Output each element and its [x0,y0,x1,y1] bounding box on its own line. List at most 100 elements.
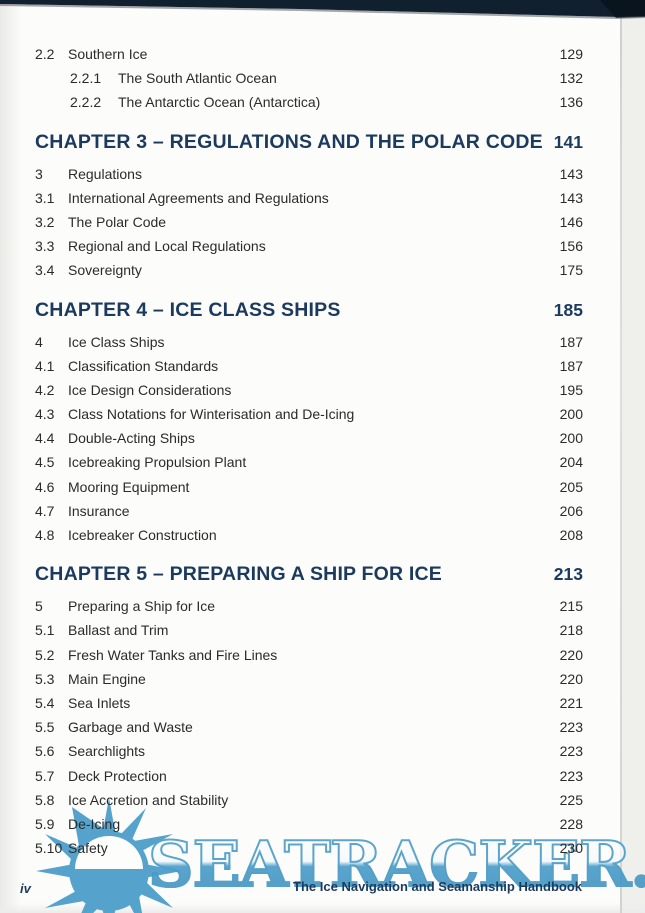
toc-entry: 2.2.2 The Antarctic Ocean (Antarctica) 1… [35,90,583,114]
toc-entry: CHAPTER 4 – ICE CLASS SHIPS 185 [35,295,583,325]
toc-entry-number: 5.6 [35,743,55,760]
toc-entry-number: 5 [35,598,43,615]
toc-entry: 4.8 Icebreaker Construction 208 [35,523,583,547]
toc-entry-number: 2.2.2 [70,94,102,111]
toc-entry-number: 5.1 [35,622,55,639]
toc-entry-page: 223 [559,767,583,784]
toc-entry-title: The Polar Code [68,213,167,230]
toc-entry: CHAPTER 3 – REGULATIONS AND THE POLAR CO… [35,127,583,157]
toc-entry-number: 5.5 [35,719,55,736]
toc-entry-number: 3.3 [35,238,55,255]
toc-entry-page: 136 [559,94,583,111]
toc-entry-title: Ice Accretion and Stability [68,791,229,808]
toc-entry-number: 4.6 [35,478,55,495]
toc-entry-number: 5.4 [35,694,55,711]
toc-entry-title: Safety [68,840,108,857]
toc-entry-page: 215 [559,598,583,615]
toc-entry: 4.3 Class Notations for Winterisation an… [35,402,583,426]
toc-entry-number: 4.3 [35,406,55,423]
toc-entry-number: 3 [35,165,43,182]
toc-entry-title: Deck Protection [68,767,167,784]
toc-entry-number: 5.2 [35,646,55,663]
toc-entry-page: 156 [559,238,583,255]
toc-entry-page: 220 [559,646,583,663]
toc-entry-title: Insurance [68,502,130,519]
toc-entry-page: 208 [559,527,583,543]
toc-entry-title: Sea Inlets [68,694,131,711]
toc-entry-number: 3.4 [35,262,55,279]
toc-entry-number: 5.10 [35,840,63,857]
toc-entry-title: Classification Standards [68,357,219,374]
toc-entry: 5.3 Main Engine 220 [35,667,583,691]
toc-entry: 3.3 Regional and Local Regulations 156 [35,234,583,258]
toc-entry-page: 187 [559,333,583,350]
toc-entry: 5.9 De-Icing 228 [35,812,583,836]
toc-entry-page: 175 [559,262,583,279]
toc-entry: 4.7 Insurance 206 [35,499,583,523]
toc-entry-page: 223 [559,719,583,736]
toc-entry: 5.4 Sea Inlets 221 [35,691,583,715]
toc-entry-page: 206 [559,502,583,519]
toc-entry: 2.2.1 The South Atlantic Ocean 132 [35,66,583,90]
toc-entry-title: The Antarctic Ocean (Antarctica) [118,94,321,111]
toc-entry-title: Regional and Local Regulations [68,238,266,255]
toc-entry-title: CHAPTER 3 – REGULATIONS AND THE POLAR CO… [35,130,543,153]
toc-entry-title: Sovereignty [68,262,142,279]
toc-entry: 4.1 Classification Standards 187 [35,354,583,378]
toc-entry-page: 141 [553,131,583,152]
toc-entry-number: 5.9 [35,815,55,832]
toc-entry-page: 213 [553,564,583,585]
toc-entry-title: CHAPTER 5 – PREPARING A SHIP FOR ICE [35,563,443,586]
toc-entry-title: Mooring Equipment [68,478,190,495]
toc-entry-title: Fresh Water Tanks and Fire Lines [68,646,278,663]
toc-entry-page: 223 [559,743,583,760]
toc-entry-page: 220 [559,670,583,687]
toc-entry: CHAPTER 5 – PREPARING A SHIP FOR ICE 213 [35,559,583,589]
toc-entry-number: 4.2 [35,381,55,398]
toc-entry: 3.1 International Agreements and Regulat… [35,186,583,210]
toc-entry-number: 4.1 [35,357,55,374]
toc-entry-title: International Agreements and Regulations [68,189,329,206]
toc-entry-page: 143 [559,189,583,206]
toc-entry: 3.2 The Polar Code 146 [35,210,583,234]
toc-entry-title: Icebreaker Construction [68,527,217,543]
toc-entry: 4.6 Mooring Equipment 205 [35,475,583,499]
page-right-edge [621,0,645,913]
toc-entry: 5.1 Ballast and Trim 218 [35,618,583,642]
toc-entry: 4.2 Ice Design Considerations 195 [35,378,583,402]
toc-entry: 5.8 Ice Accretion and Stability 225 [35,788,583,812]
toc-entry: 4 Ice Class Ships 187 [35,330,583,354]
toc-entry-page: 129 [559,46,583,62]
toc-entry: 5.2 Fresh Water Tanks and Fire Lines 220 [35,643,583,667]
toc-entry-number: 3.1 [35,189,55,206]
toc-entry-page: 185 [553,299,583,320]
toc-entry-page: 132 [559,70,583,87]
toc-entry: 4.5 Icebreaking Propulsion Plant 204 [35,450,583,474]
toc-entry-number: 4.5 [35,454,55,471]
toc-entry-number: 5.8 [35,791,55,808]
toc-entry-title: Ice Class Ships [68,333,165,350]
toc-entry-page: 225 [559,791,583,808]
toc-entry-title: Searchlights [68,743,146,760]
toc-entry-title: Ice Design Considerations [68,381,232,398]
toc-entry-number: 4.8 [35,527,55,543]
toc-entry-page: 146 [559,213,583,230]
toc-entry-number: 4.7 [35,502,55,519]
toc-entry-title: Ballast and Trim [68,622,169,639]
toc-entry-page: 221 [559,694,583,711]
toc-entry-number: 4 [35,333,43,350]
toc-entry-title: Regulations [68,165,142,182]
toc-entry-title: CHAPTER 4 – ICE CLASS SHIPS [35,298,341,321]
toc-entry: 2.2 Southern Ice 129 [35,42,583,66]
toc-entry-number: 4.4 [35,430,55,447]
toc-entry: 5 Preparing a Ship for Ice 215 [35,594,583,618]
toc-entry-number: 5.7 [35,767,55,784]
toc-entry-title: The South Atlantic Ocean [118,70,277,87]
toc-entry-page: 204 [559,454,583,471]
toc-entry-page: 143 [559,165,583,182]
toc-entry-page: 187 [559,357,583,374]
footer-book-title: The Ice Navigation and Seamanship Handbo… [293,879,582,894]
toc-entry-page: 200 [559,406,583,423]
toc-entry-page: 218 [559,622,583,639]
